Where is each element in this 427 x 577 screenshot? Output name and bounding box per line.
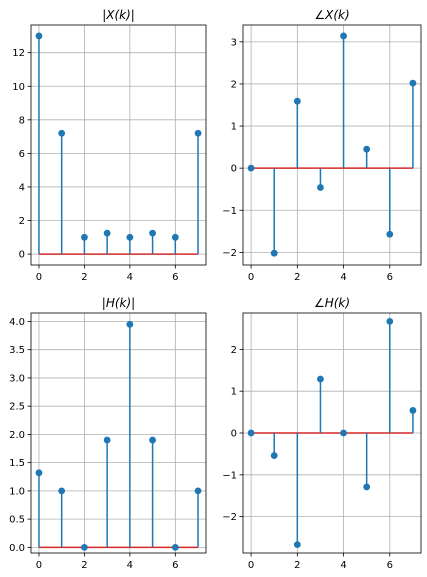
stem-marker	[293, 97, 301, 105]
stem-marker	[171, 543, 179, 551]
axes-frame	[30, 312, 207, 554]
x-tick-label: 2	[294, 272, 300, 283]
x-tick-label: 2	[81, 560, 87, 571]
y-tick-label: 0	[231, 164, 237, 175]
chart-title: ∠X(k)	[314, 8, 349, 22]
stem-marker	[126, 233, 134, 241]
stem-marker	[270, 452, 278, 459]
y-tick-label: 4	[19, 182, 25, 193]
y-tick-label: −2	[222, 512, 237, 523]
y-tick-label: 1	[231, 387, 237, 398]
stem-marker	[126, 320, 134, 328]
x-tick-label: 2	[294, 560, 300, 571]
stem-marker	[247, 164, 255, 172]
stem-marker	[340, 32, 347, 40]
chart-title: ∠H(k)	[314, 296, 350, 310]
axes-frame	[30, 24, 207, 266]
stem-marker	[194, 487, 202, 495]
y-tick-label: 2	[231, 345, 237, 356]
stem-marker	[293, 541, 301, 549]
y-tick-label: 1	[231, 122, 237, 133]
stem-marker	[103, 229, 111, 237]
x-tick-label: 4	[340, 560, 346, 571]
stem-marker	[81, 233, 88, 241]
y-tick-label: 0	[19, 250, 25, 261]
y-tick-label: 4.0	[9, 317, 25, 328]
stem-marker	[194, 129, 202, 137]
subplot-2: 0 2 4 6 −2 −1 0 1 2 3 ∠X(k)	[222, 8, 422, 283]
subplot-3: 0 2 4 6 0.0 0.5 1.0 1.5 2.0 2.5 3.0 3.5 4.0 |H(k)|	[9, 296, 207, 571]
x-tick-label: 6	[387, 560, 393, 571]
subplot-4: 0 2 4 6 −2 −1 0 1 2 ∠H(k)	[222, 296, 422, 571]
y-tick-label: 0	[231, 429, 237, 440]
stem-marker	[386, 317, 394, 325]
chart-title: |H(k)|	[102, 296, 135, 310]
y-tick-label: 2.5	[9, 402, 25, 413]
y-tick-label: 8	[19, 115, 25, 126]
y-tick-label: 1.5	[9, 458, 25, 469]
y-tick-label: 12	[12, 48, 25, 59]
x-tick-label: 0	[36, 272, 42, 283]
y-tick-label: 1.0	[9, 486, 25, 497]
x-tick-label: 6	[172, 560, 178, 571]
stem-marker	[58, 487, 66, 495]
x-tick-label: 4	[127, 560, 133, 571]
stem-marker	[35, 32, 43, 40]
y-tick-label: 3.5	[9, 345, 25, 356]
y-tick-label: 10	[12, 82, 25, 93]
y-tick-label: −2	[222, 248, 237, 259]
stem-marker	[81, 543, 88, 551]
x-tick-label: 6	[387, 272, 393, 283]
y-tick-label: 3.0	[9, 373, 25, 384]
stem-marker	[317, 184, 324, 191]
x-tick-label: 0	[248, 560, 254, 571]
stem-marker	[409, 79, 417, 87]
x-tick-label: 4	[127, 272, 133, 283]
stem-marker	[270, 249, 278, 257]
x-tick-label: 2	[81, 272, 87, 283]
x-tick-label: 0	[248, 272, 254, 283]
y-tick-label: 6	[19, 149, 25, 160]
y-tick-label: 2	[19, 216, 25, 227]
stem-marker	[317, 375, 324, 383]
axes-frame	[242, 24, 422, 266]
x-tick-label: 4	[340, 272, 346, 283]
stem-marker	[149, 436, 156, 444]
stem-marker	[409, 407, 417, 414]
y-tick-label: 0.5	[9, 515, 25, 526]
subplot-1: 0 2 4 6 0 2 4 6 8 10 12 |X(k)|	[12, 8, 207, 283]
y-tick-label: 3	[231, 37, 237, 48]
y-tick-label: 2.0	[9, 430, 25, 441]
y-tick-label: 2	[231, 79, 237, 90]
stem-marker	[103, 436, 111, 444]
y-tick-label: −1	[222, 470, 237, 481]
x-tick-label: 6	[172, 272, 178, 283]
stem-marker	[149, 229, 156, 237]
stem-marker	[363, 145, 371, 153]
stem-marker	[247, 429, 255, 437]
stem-marker	[171, 233, 179, 241]
x-tick-label: 0	[36, 560, 42, 571]
stem-marker	[35, 469, 43, 477]
chart-title: |X(k)|	[102, 8, 135, 22]
stem-marker	[58, 129, 66, 137]
y-tick-label: −1	[222, 206, 237, 217]
stem-marker	[340, 429, 347, 437]
y-tick-label: 0.0	[9, 543, 25, 554]
stem-marker	[386, 230, 394, 238]
stem-marker	[363, 483, 371, 491]
